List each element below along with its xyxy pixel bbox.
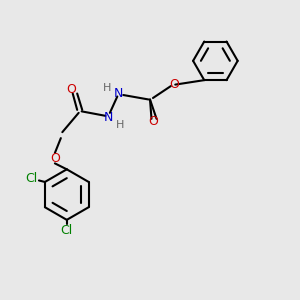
Text: H: H xyxy=(116,120,124,130)
Text: O: O xyxy=(148,115,158,128)
Text: N: N xyxy=(114,87,124,100)
Text: O: O xyxy=(50,152,60,165)
Text: O: O xyxy=(66,82,76,96)
Text: O: O xyxy=(169,78,179,91)
Text: H: H xyxy=(103,82,111,93)
Text: N: N xyxy=(104,111,113,124)
Text: Cl: Cl xyxy=(26,172,38,185)
Text: Cl: Cl xyxy=(61,224,73,237)
